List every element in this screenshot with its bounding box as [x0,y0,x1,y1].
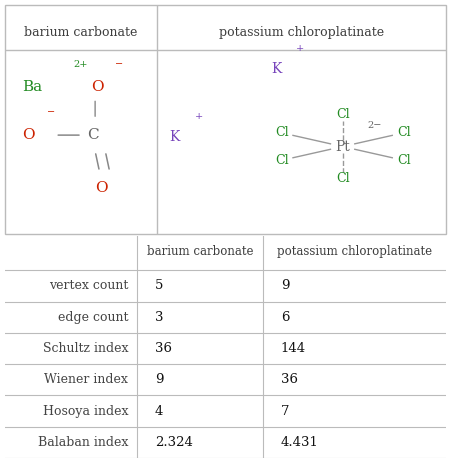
Text: vertex count: vertex count [49,279,128,293]
Text: C: C [87,128,99,142]
Text: 7: 7 [281,404,289,418]
Text: Cl: Cl [336,108,350,121]
Text: 9: 9 [155,373,163,386]
Text: 3: 3 [155,311,163,324]
Text: 4.431: 4.431 [281,436,318,449]
Text: potassium chloroplatinate: potassium chloroplatinate [219,26,384,38]
Text: potassium chloroplatinate: potassium chloroplatinate [277,245,433,258]
Text: Ba: Ba [22,80,42,94]
Text: Cl: Cl [336,172,350,185]
Text: 144: 144 [281,342,306,355]
Text: O: O [91,80,103,94]
Text: Hosoya index: Hosoya index [43,404,128,418]
Text: Pt: Pt [335,140,350,153]
Text: 2+: 2+ [73,60,87,69]
Text: K: K [271,62,281,76]
Text: 2−: 2− [367,121,381,131]
Text: −: − [115,60,123,69]
Text: edge count: edge count [58,311,128,324]
Text: Cl: Cl [397,126,410,139]
Text: 36: 36 [155,342,172,355]
Text: +: + [296,44,304,53]
Text: 5: 5 [155,279,163,293]
Text: +: + [194,112,203,121]
Text: Cl: Cl [275,126,289,139]
Text: Schultz index: Schultz index [43,342,128,355]
Text: Balaban index: Balaban index [38,436,128,449]
Text: O: O [96,181,108,195]
Text: 4: 4 [155,404,163,418]
Text: 2.324: 2.324 [155,436,193,449]
Text: K: K [170,131,180,144]
Text: −: − [46,108,55,117]
Text: Wiener index: Wiener index [44,373,128,386]
Text: barium carbonate: barium carbonate [24,26,138,38]
Text: barium carbonate: barium carbonate [147,245,253,258]
Text: 36: 36 [281,373,298,386]
Text: 6: 6 [281,311,289,324]
Text: Cl: Cl [397,154,410,167]
Text: 9: 9 [281,279,289,293]
Text: Cl: Cl [275,154,289,167]
Text: O: O [22,128,35,142]
